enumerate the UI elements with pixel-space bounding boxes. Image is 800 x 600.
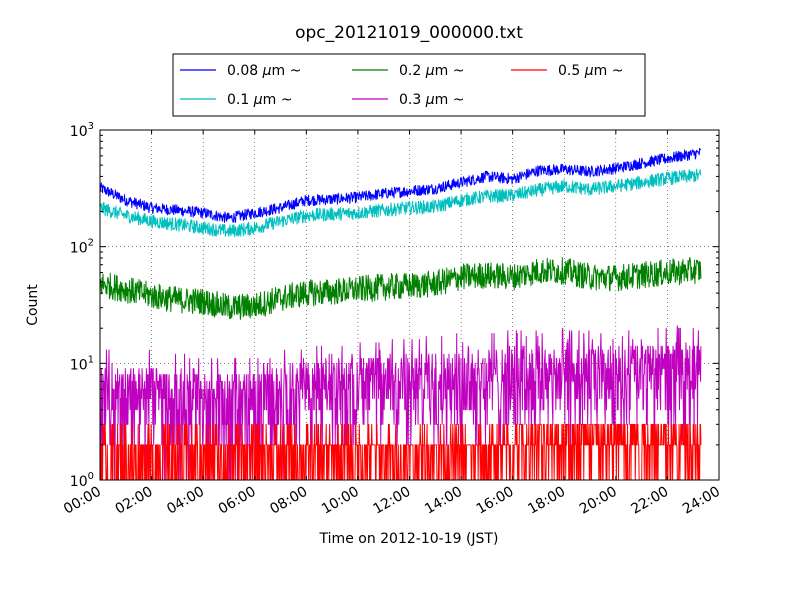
y-tick-labels: 100 101 102 103 <box>70 121 94 490</box>
y-tick-label: 100 <box>70 471 94 490</box>
series-line <box>100 168 702 238</box>
legend-frame <box>172 53 646 117</box>
chart-title: opc_20121019_000000.txt <box>295 23 523 43</box>
y-tick-label: 103 <box>70 121 94 140</box>
legend-label: 0.08 μm ~ <box>227 63 301 79</box>
series-line <box>100 257 702 320</box>
legend-label: 0.3 μm ~ <box>399 92 464 108</box>
legend-label: 0.1 μm ~ <box>227 92 292 108</box>
x-axis-label: Time on 2012-10-19 (JST) <box>319 531 499 547</box>
y-axis-label: Count <box>25 284 41 326</box>
legend-label: 0.2 μm ~ <box>399 63 464 79</box>
series-line <box>100 147 702 224</box>
legend: 0.08 μm ~ 0.1 μm ~ 0.2 μm ~ 0.3 μm ~ 0.5 μm … <box>172 53 646 117</box>
legend-label: 0.5 μm ~ <box>558 63 623 79</box>
y-tick-label: 101 <box>70 354 94 373</box>
series-line <box>100 423 702 480</box>
y-tick-label: 102 <box>70 238 94 257</box>
series-line <box>100 325 702 480</box>
ticks <box>99 129 720 481</box>
series-layer <box>100 147 702 480</box>
